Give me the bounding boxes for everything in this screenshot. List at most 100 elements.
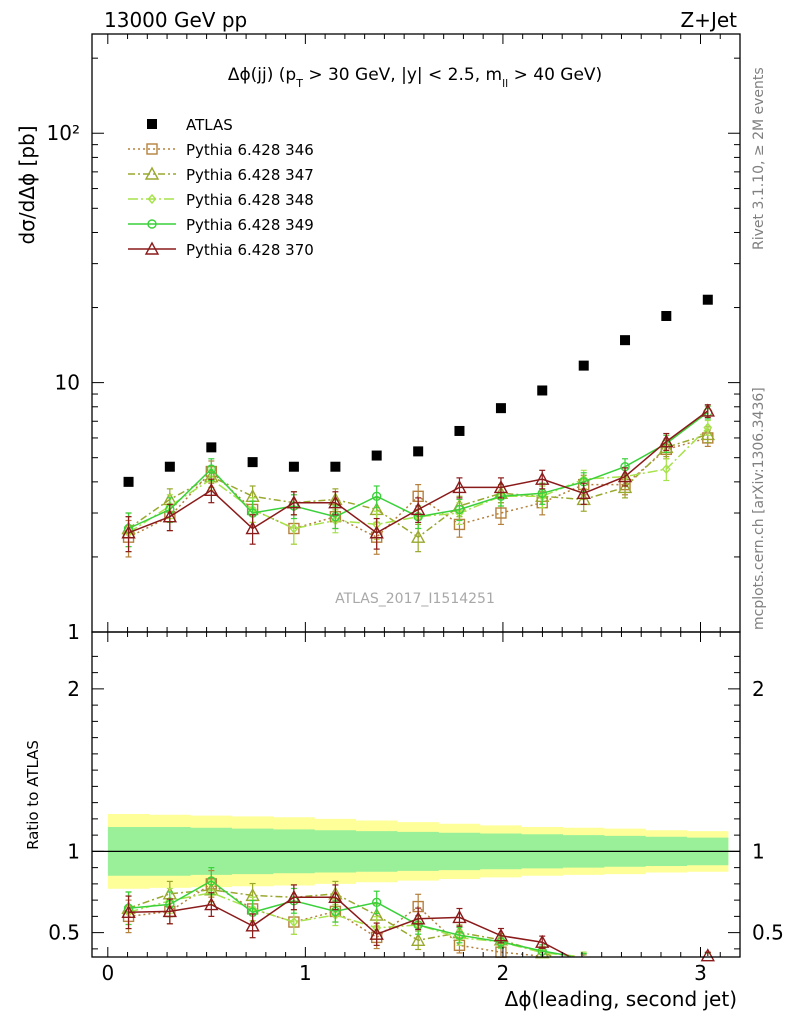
data-point bbox=[493, 479, 509, 494]
ratio-y-tick-label: 1 bbox=[752, 839, 765, 863]
legend-label: Pythia 6.428 346 bbox=[186, 141, 314, 159]
ratio-point bbox=[493, 928, 509, 942]
data-point bbox=[495, 507, 507, 519]
y-tick-label: 10 bbox=[55, 371, 80, 395]
ratio-point bbox=[121, 904, 136, 919]
data-point bbox=[537, 385, 548, 396]
data-point bbox=[703, 422, 713, 433]
data-point bbox=[288, 461, 299, 472]
data-point bbox=[330, 461, 341, 472]
ratio-point bbox=[410, 911, 426, 925]
data-point bbox=[535, 471, 550, 485]
data-point bbox=[328, 495, 343, 509]
analysis-id-watermark: ATLAS_2017_I1514251 bbox=[335, 591, 495, 607]
data-point bbox=[206, 464, 217, 474]
ratio-y-tick-label: 2 bbox=[752, 677, 765, 701]
data-point bbox=[452, 479, 467, 494]
data-point bbox=[245, 521, 260, 535]
ratio-point bbox=[328, 889, 343, 903]
plot-title: Δϕ(jj) (pT > 30 GeV, |y| < 2.5, mll > 40… bbox=[228, 65, 602, 90]
data-point bbox=[576, 485, 591, 499]
legend-label: Pythia 6.428 370 bbox=[186, 241, 314, 259]
x-tick-label: 3 bbox=[694, 961, 707, 985]
legend-marker bbox=[144, 166, 160, 180]
ratio-point bbox=[369, 926, 384, 940]
data-point bbox=[247, 457, 258, 468]
legend-label: Pythia 6.428 349 bbox=[186, 216, 314, 234]
legend-marker bbox=[146, 143, 158, 155]
data-point bbox=[578, 360, 589, 371]
x-tick-label: 2 bbox=[497, 961, 510, 985]
data-point bbox=[164, 461, 175, 472]
ratio-point bbox=[410, 932, 426, 946]
legend-label: Pythia 6.428 347 bbox=[186, 166, 314, 184]
data-point bbox=[454, 504, 465, 515]
main-y-axis-label: dσ/dΔϕ [pb] bbox=[15, 125, 39, 244]
data-point bbox=[659, 434, 674, 448]
ratio-point bbox=[371, 897, 382, 908]
ratio-point bbox=[454, 930, 465, 940]
legend-marker bbox=[144, 241, 160, 255]
data-point bbox=[121, 525, 136, 539]
ratio-plot-frame bbox=[91, 631, 741, 958]
ratio-uncertainty-bands bbox=[92, 814, 740, 889]
ratio-line-4 bbox=[128, 880, 571, 957]
y-tick-label: 1 bbox=[67, 620, 80, 644]
ratio-point bbox=[245, 918, 260, 932]
ratio-y-tick-label: 1 bbox=[67, 839, 80, 863]
ratio-y-tick-label: 0.5 bbox=[48, 921, 80, 945]
series-line-3 bbox=[128, 427, 709, 534]
data-point bbox=[123, 476, 134, 487]
y-tick-label: 10² bbox=[47, 121, 80, 145]
data-point bbox=[369, 525, 384, 539]
data-point bbox=[286, 495, 302, 509]
mcplots-label: mcplots.cern.ch [arXiv:1306.3436] bbox=[751, 387, 767, 630]
axes-layer: 0 1 2 3 1 10 10² 0.5 0.5 1 1 2 2 bbox=[47, 33, 784, 985]
data-point bbox=[413, 446, 424, 457]
ratio-point bbox=[452, 909, 467, 924]
ratio-line-5 bbox=[128, 896, 569, 957]
x-axis-label: Δϕ(leading, second jet) bbox=[505, 987, 737, 1011]
data-point bbox=[661, 464, 671, 475]
ratio-y-axis-label: Ratio to ATLAS bbox=[24, 740, 42, 850]
main-series-layer bbox=[121, 294, 715, 558]
ratio-point bbox=[204, 897, 219, 911]
data-point bbox=[700, 426, 715, 441]
data-point bbox=[454, 425, 465, 436]
legend-marker bbox=[147, 219, 157, 229]
process-label: Z+Jet bbox=[680, 8, 737, 32]
legend-marker bbox=[147, 193, 157, 205]
legend-label: Pythia 6.428 348 bbox=[186, 191, 314, 209]
ratio-line-2 bbox=[128, 889, 553, 957]
data-point bbox=[371, 491, 382, 502]
ratio-point bbox=[289, 916, 299, 928]
ratio-series-layer bbox=[121, 867, 715, 962]
data-point bbox=[162, 509, 178, 523]
ratio-y-tick-label: 2 bbox=[67, 677, 80, 701]
data-point bbox=[702, 294, 713, 305]
x-tick-label: 1 bbox=[299, 961, 312, 985]
data-point bbox=[371, 450, 382, 461]
ratio-point bbox=[206, 876, 217, 886]
data-point bbox=[617, 479, 633, 494]
legend-label: ATLAS bbox=[186, 116, 233, 134]
data-point bbox=[289, 523, 299, 534]
legend-marker bbox=[147, 119, 157, 129]
data-point bbox=[700, 403, 715, 417]
ratio-y-tick-label: 0.5 bbox=[752, 921, 784, 945]
data-point bbox=[410, 529, 426, 543]
data-point bbox=[495, 403, 506, 414]
ratio-point bbox=[700, 948, 715, 962]
data-point bbox=[661, 310, 672, 321]
data-point bbox=[410, 502, 426, 516]
data-point bbox=[617, 469, 633, 483]
rivet-version-label: Rivet 3.1.10, ≥ 2M events bbox=[751, 67, 767, 250]
collision-energy-label: 13000 GeV pp bbox=[104, 8, 247, 32]
x-tick-label: 0 bbox=[101, 961, 114, 985]
ratio-point bbox=[535, 934, 550, 948]
ratio-point bbox=[162, 903, 178, 918]
data-point bbox=[204, 482, 219, 497]
data-point bbox=[206, 442, 217, 453]
ratio-point bbox=[286, 889, 302, 903]
